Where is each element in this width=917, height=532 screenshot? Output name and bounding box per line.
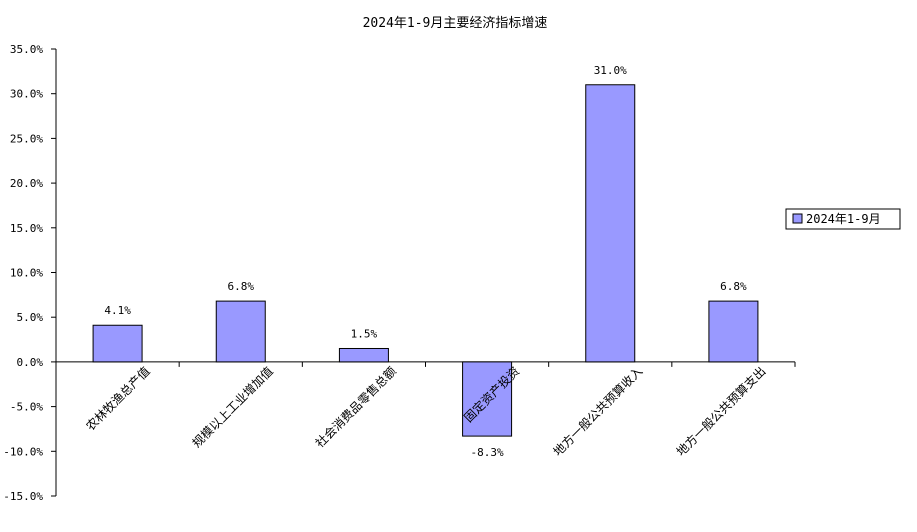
category-label: 地方一般公共预算收入 [550,363,645,458]
category-labels: 农林牧渔总产值 规模以上工业增加值 社会消费品零售总额 固定资产投资 地方一般公共预算收… [83,363,769,458]
y-tick-label: 25.0% [10,132,43,145]
category-label: 农林牧渔总产值 [83,363,153,433]
y-tick-label: -15.0% [3,490,43,503]
y-tick-label: -5.0% [10,401,43,414]
y-tick-label: 0.0% [17,356,44,369]
legend-box [785,208,901,230]
y-tick-label: 5.0% [17,311,44,324]
data-label: 6.8% [720,280,747,293]
data-labels: 4.1% 6.8% 1.5% -8.3% 31.0% 6.8% [104,64,747,459]
bar [338,347,389,363]
bar [585,84,636,363]
bars [92,84,759,437]
legend-label: 2024年1-9月 [806,212,881,226]
legend: 2024年1-9月 [785,208,901,230]
y-axis: 35.0% 30.0% 25.0% 20.0% 15.0% 10.0% 5.0% 0.0% -5… [3,43,57,503]
bar [215,300,266,363]
y-tick-label: 10.0% [10,267,43,280]
y-tick-label: 35.0% [10,43,43,56]
y-tick-label: 30.0% [10,88,43,101]
data-label: 6.8% [228,280,255,293]
bar [708,300,759,363]
data-label: 31.0% [594,64,627,77]
category-label: 规模以上工业增加值 [189,363,276,450]
y-tick-label: -10.0% [3,445,43,458]
data-label: 4.1% [104,304,131,317]
data-label: 1.5% [351,327,378,340]
y-tick-label: 15.0% [10,222,43,235]
data-label: -8.3% [471,446,504,459]
y-tick-label: 20.0% [10,177,43,190]
chart-title: 2024年1-9月主要经济指标增速 [363,16,548,31]
category-label: 地方一般公共预算支出 [673,363,768,458]
bar [462,361,513,437]
legend-swatch [792,213,803,224]
bar [92,324,143,363]
x-axis [55,361,796,367]
category-label: 社会消费品零售总额 [312,363,399,450]
